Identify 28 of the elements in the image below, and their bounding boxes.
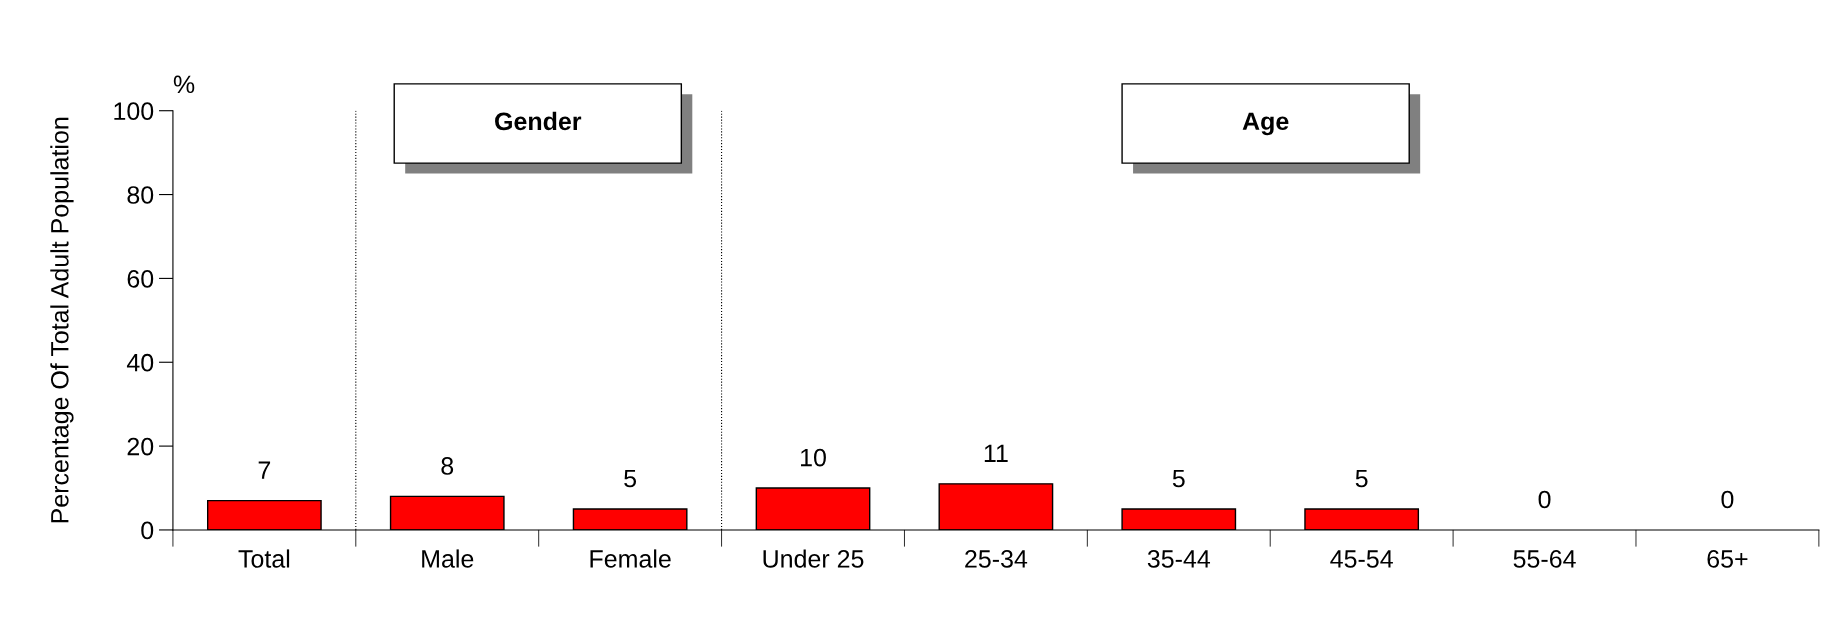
y-axis-title: Percentage Of Total Adult Population [50, 117, 74, 523]
data-label: 7 [258, 461, 271, 479]
x-tick-label: Total [238, 549, 290, 568]
data-label: 0 [1538, 490, 1551, 509]
x-tick-label: 65+ [1707, 550, 1748, 568]
x-tick-label: Male [422, 549, 474, 568]
annotation: Age [1242, 112, 1289, 136]
annotation: Gender [495, 111, 582, 131]
x-tick-label: Under 25 [763, 549, 864, 568]
data-label: 11 [984, 444, 1008, 462]
y-tick-label: 40 [126, 353, 154, 372]
x-tick-label: Female [590, 549, 671, 568]
x-tick-label: 35-44 [1147, 550, 1211, 568]
data-label: 5 [1355, 469, 1368, 488]
data-label: 0 [1721, 490, 1734, 509]
y-tick-label: 80 [127, 186, 154, 204]
y-tick-label: 100 [114, 102, 154, 121]
data-label: 8 [441, 457, 454, 475]
text: % [173, 75, 195, 94]
x-tick-label: 25-34 [965, 550, 1028, 568]
y-tick-label: 0 [141, 521, 154, 540]
y-tick-label: 60 [127, 270, 154, 288]
data-label: 5 [1172, 469, 1185, 488]
x-tick-label: 45-54 [1330, 550, 1393, 568]
data-label: 10 [801, 448, 826, 467]
data-label: 5 [624, 469, 637, 488]
y-tick-label: 20 [127, 437, 154, 456]
x-tick-label: 55-64 [1513, 550, 1576, 568]
